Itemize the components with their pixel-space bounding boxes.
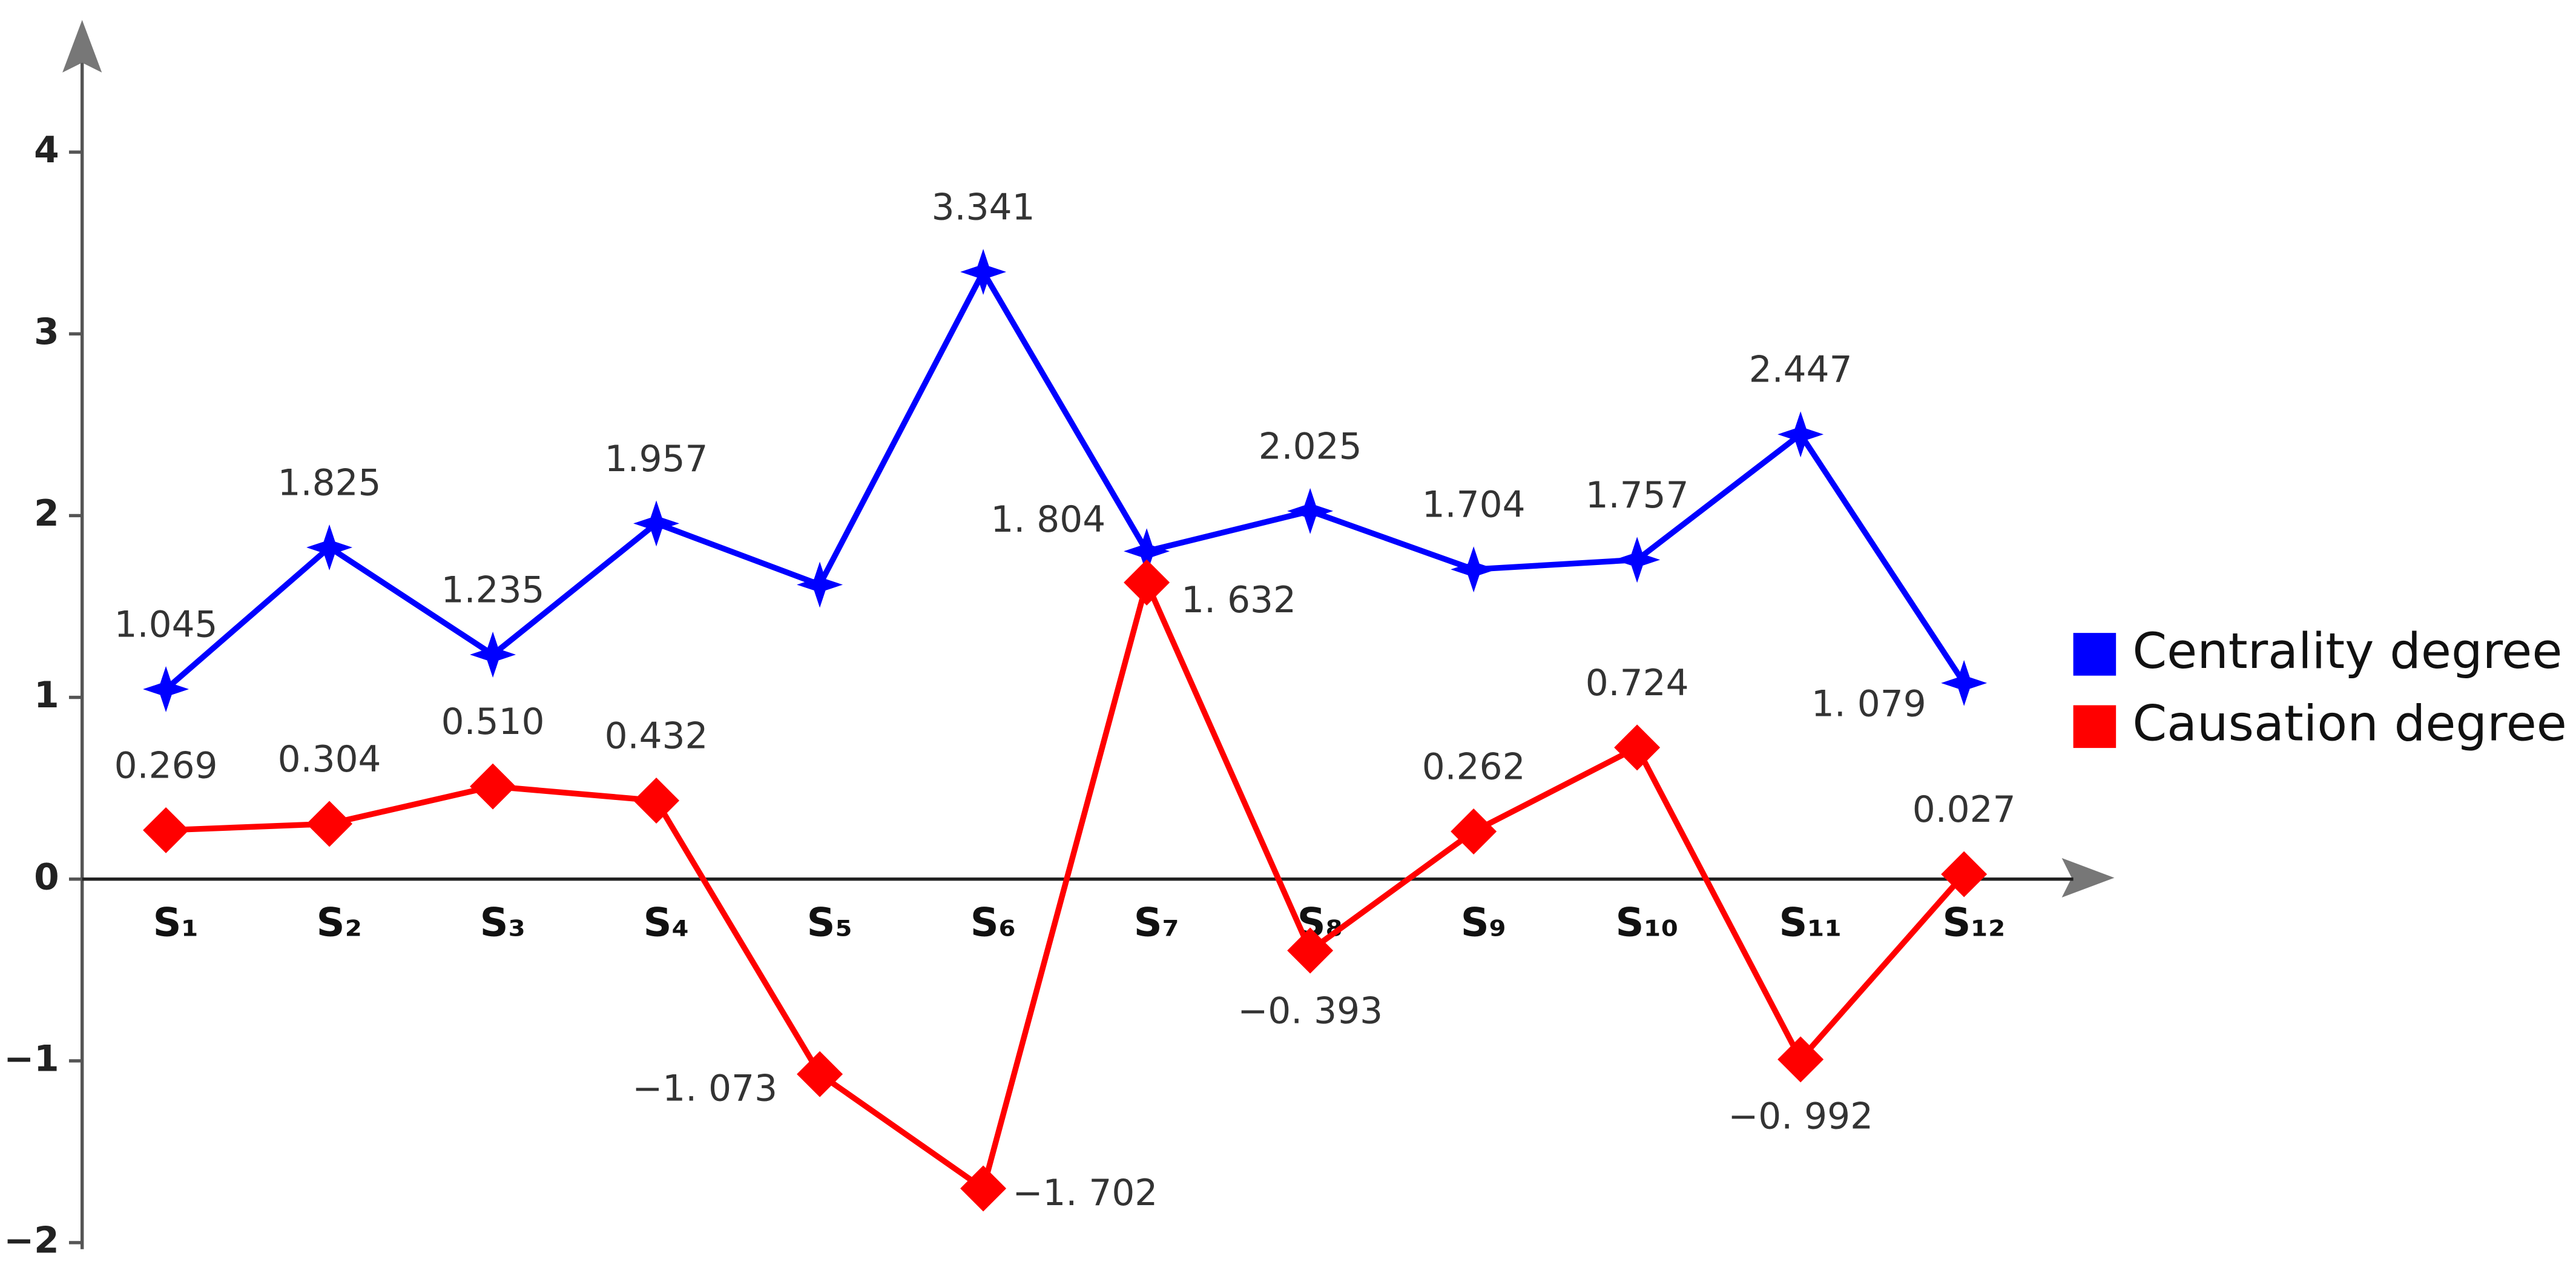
value-label: 1.757 xyxy=(1586,475,1689,517)
value-label: 1.235 xyxy=(441,569,545,611)
value-label: 0.262 xyxy=(1422,747,1526,788)
value-label: 1. 079 xyxy=(1811,683,1926,725)
x-tick-label: S₂ xyxy=(317,901,362,946)
series-line xyxy=(165,573,1966,1194)
legend-swatch xyxy=(2073,633,2116,676)
value-label: −0. 992 xyxy=(1728,1096,1873,1138)
value-label: 1.045 xyxy=(114,604,218,646)
diamond-marker xyxy=(1287,927,1334,974)
star-marker xyxy=(1124,528,1170,575)
star-marker xyxy=(797,561,843,608)
star-marker xyxy=(1777,411,1824,458)
diamond-marker xyxy=(797,1051,843,1097)
diamond-marker xyxy=(1777,1036,1824,1083)
x-tick-label: S₃ xyxy=(480,901,525,946)
value-label: 1.957 xyxy=(605,438,708,480)
diamond-marker xyxy=(633,778,680,824)
star-marker xyxy=(960,248,1007,295)
diamond-marker xyxy=(143,807,189,853)
y-tick-label: 2 xyxy=(34,493,59,535)
value-label: 1. 804 xyxy=(990,499,1105,541)
y-tick-label: 0 xyxy=(34,856,59,898)
star-marker xyxy=(1287,487,1334,534)
value-label: −1. 702 xyxy=(1012,1172,1158,1214)
value-label: 0.027 xyxy=(1912,789,2016,831)
y-tick-label: 4 xyxy=(34,130,59,171)
value-label: 2.025 xyxy=(1259,426,1362,468)
star-marker xyxy=(633,500,680,547)
legend-label: Causation degree xyxy=(2132,695,2567,752)
star-marker xyxy=(143,666,189,713)
star-marker xyxy=(1451,546,1497,593)
axes xyxy=(62,19,2115,1249)
legend-swatch xyxy=(2073,705,2116,749)
x-tick-label: S₁₀ xyxy=(1615,901,1678,946)
x-tick-label: S₄ xyxy=(644,901,689,946)
value-label: 0.510 xyxy=(441,701,545,743)
value-label: 1.825 xyxy=(278,462,381,504)
y-tick-label: −1 xyxy=(4,1038,59,1080)
value-label: −0. 393 xyxy=(1237,990,1383,1032)
x-tick-label: S₁ xyxy=(153,901,199,946)
star-marker xyxy=(1941,659,1988,706)
value-label: 0.432 xyxy=(605,715,708,757)
value-label: 1.704 xyxy=(1422,484,1526,526)
diamond-marker xyxy=(470,763,516,810)
star-marker xyxy=(470,632,516,678)
value-label: 0.304 xyxy=(278,739,381,781)
y-tick-label: 3 xyxy=(34,311,59,353)
star-marker xyxy=(306,524,353,570)
diamond-marker xyxy=(1124,559,1170,606)
diamond-marker xyxy=(1614,724,1661,771)
x-tick-label: S₁₂ xyxy=(1942,901,2005,946)
series-line xyxy=(163,266,1967,692)
value-label: 0.724 xyxy=(1586,663,1689,704)
y-axis-arrow xyxy=(62,19,102,73)
value-label: 0.269 xyxy=(114,745,218,787)
star-marker xyxy=(1614,537,1661,583)
diamond-marker xyxy=(306,801,353,847)
x-tick-label: S₆ xyxy=(970,901,1016,946)
value-label: 3.341 xyxy=(932,187,1035,228)
x-axis-arrow xyxy=(2061,858,2115,898)
diamond-marker xyxy=(1451,808,1497,855)
x-tick-label: S₅ xyxy=(807,901,852,946)
value-label: 1. 632 xyxy=(1181,580,1296,621)
x-tick-label: S₁₁ xyxy=(1779,901,1842,946)
legend-label: Centrality degree xyxy=(2132,623,2562,680)
x-tick-label: S₉ xyxy=(1461,901,1506,946)
value-label: 2.447 xyxy=(1749,349,1853,391)
x-tick-label: S₇ xyxy=(1134,901,1179,946)
diamond-marker xyxy=(960,1165,1007,1212)
y-tick-label: 1 xyxy=(34,675,59,716)
y-tick-label: −2 xyxy=(4,1220,59,1262)
value-label: −1. 073 xyxy=(632,1068,777,1109)
